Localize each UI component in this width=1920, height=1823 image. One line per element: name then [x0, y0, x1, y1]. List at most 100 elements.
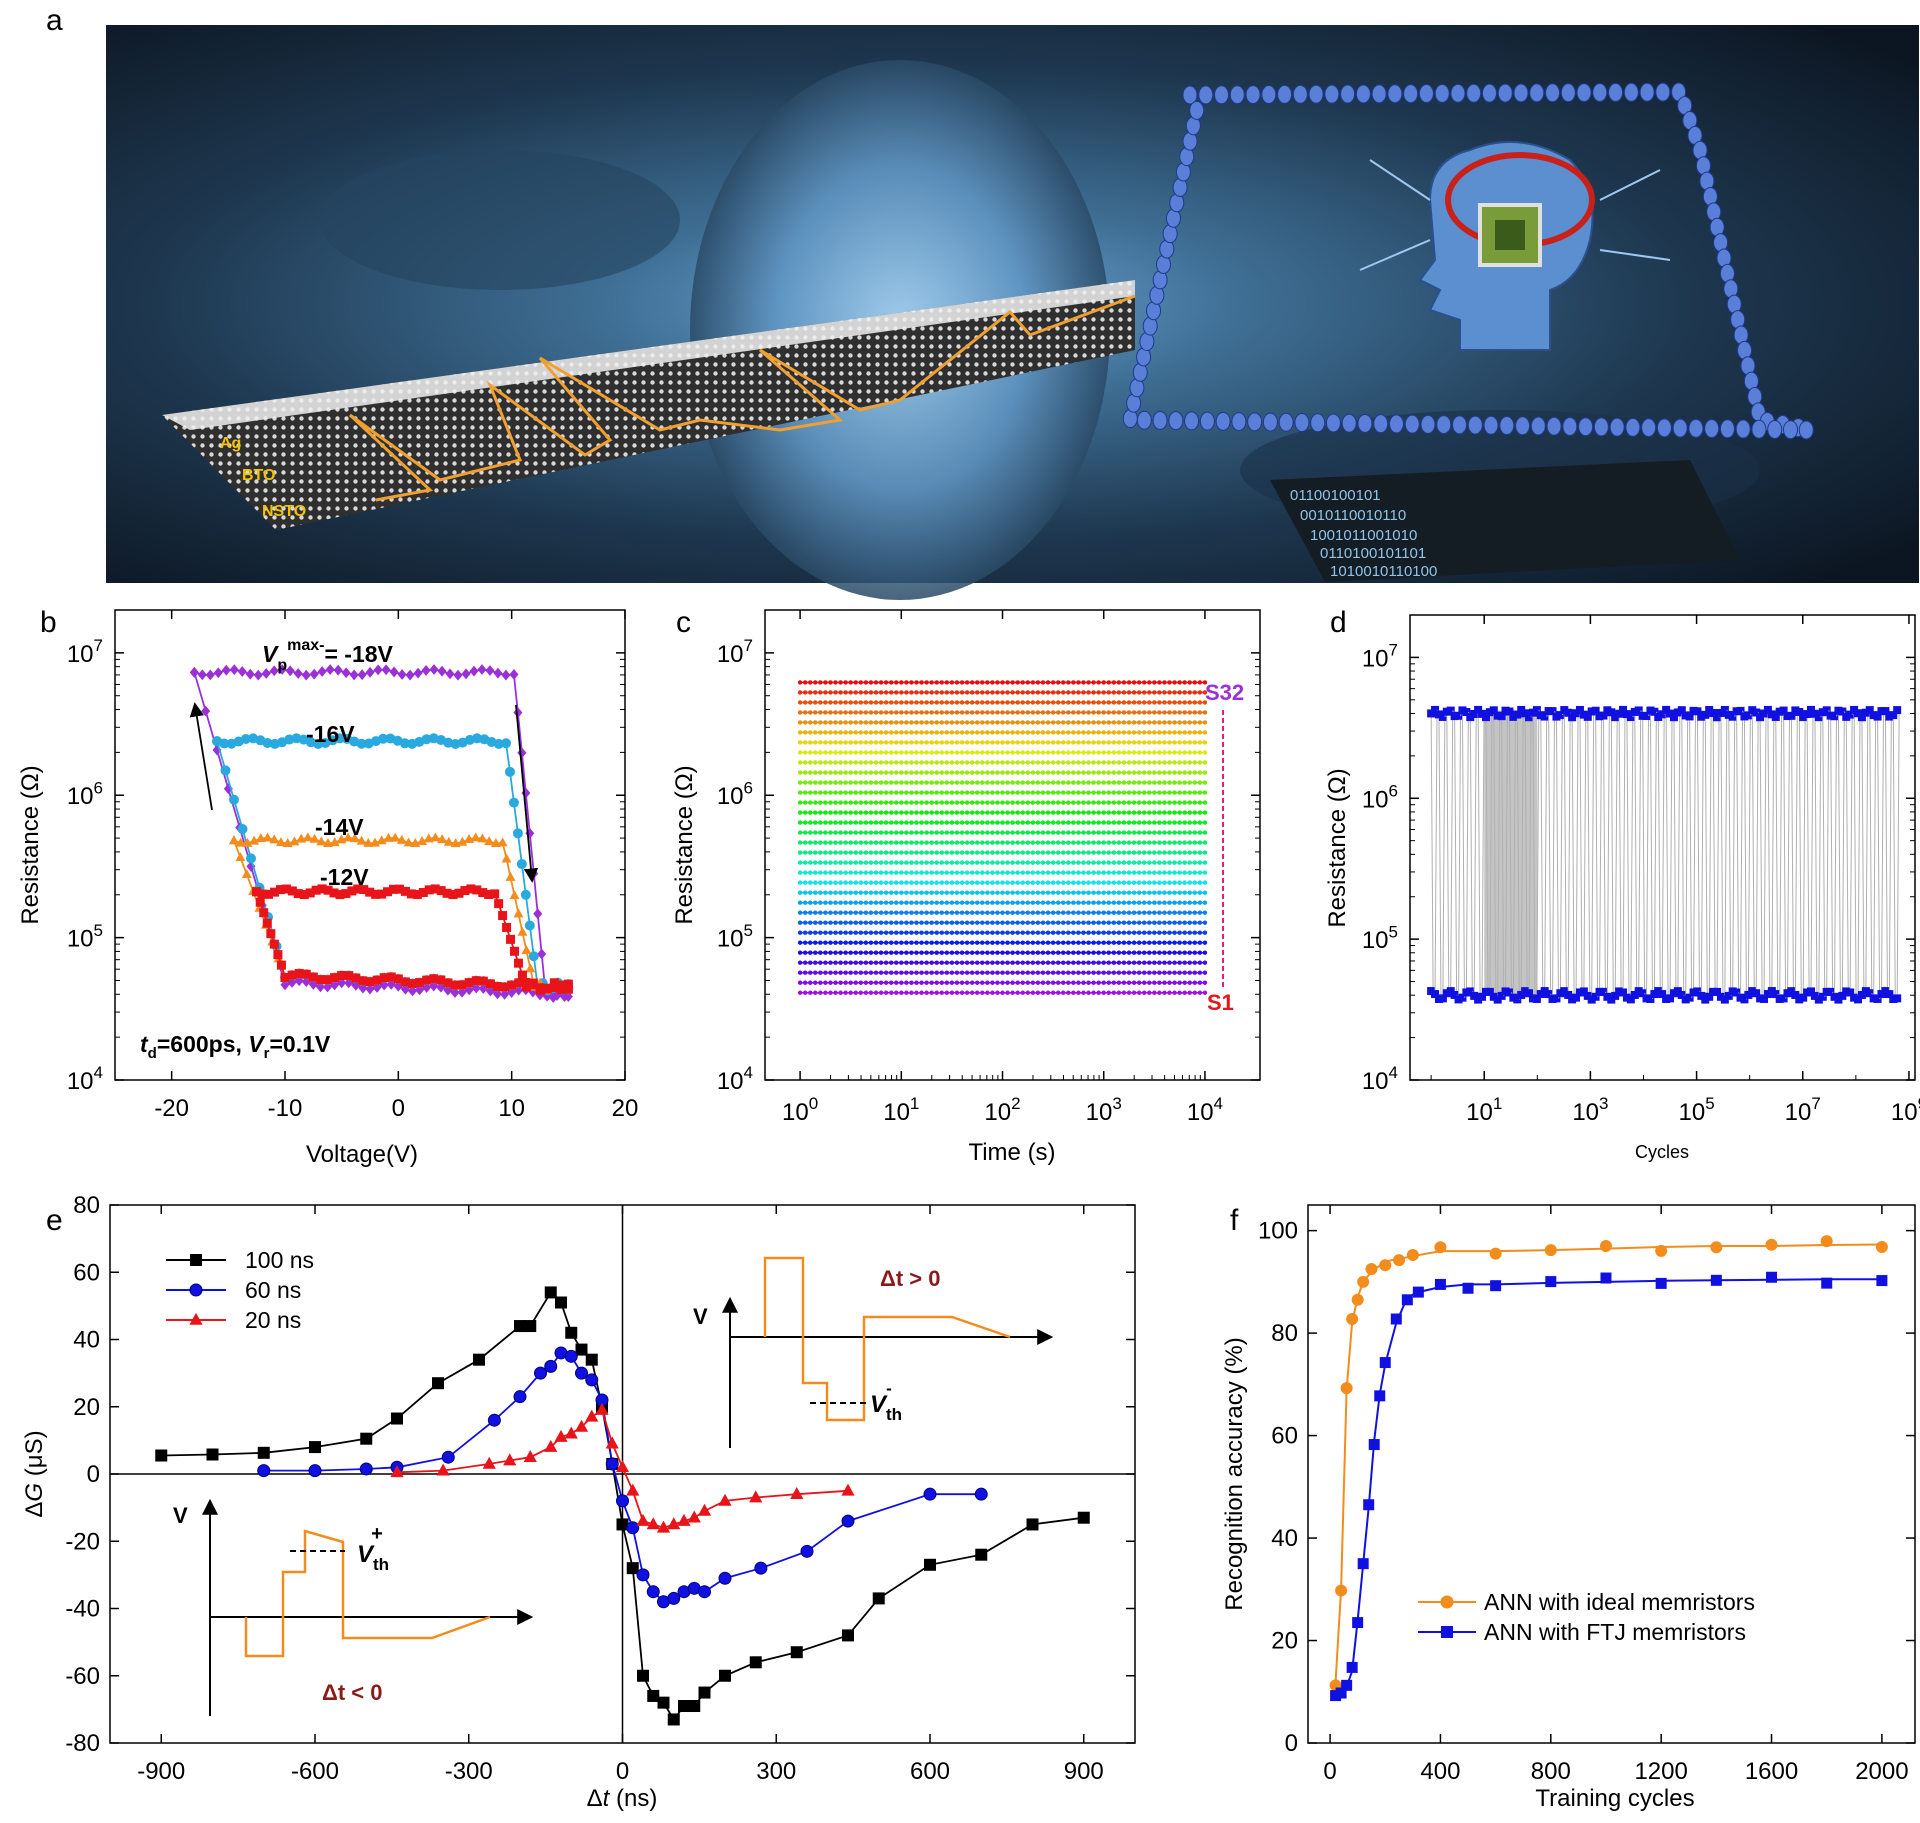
- data-point: [1091, 850, 1096, 855]
- data-point: [1202, 790, 1208, 795]
- data-point: [376, 835, 387, 845]
- data-point: [934, 780, 939, 785]
- switch-line: [1669, 713, 1673, 999]
- data-point: [813, 890, 818, 895]
- neuron-bead: [1168, 411, 1184, 431]
- data-point: [914, 740, 919, 745]
- data-point: [1131, 900, 1137, 905]
- data-point: [1187, 880, 1192, 885]
- data-point: [1142, 980, 1147, 985]
- data-point: [1045, 750, 1051, 755]
- data-point: [1167, 910, 1172, 915]
- data-point: [888, 750, 894, 755]
- neuron-bead: [1199, 411, 1215, 431]
- data-point: [1142, 990, 1147, 995]
- data-point: [883, 990, 889, 995]
- data-point: [1010, 850, 1015, 855]
- data-point: [985, 880, 990, 885]
- data-point: [904, 880, 909, 885]
- data-point: [1101, 950, 1106, 955]
- data-point: [868, 680, 874, 685]
- data-point: [1142, 910, 1147, 915]
- data-point: [1050, 800, 1056, 805]
- data-point: [1066, 950, 1071, 955]
- data-point-hrs: [1626, 713, 1635, 722]
- data-point: [1005, 780, 1010, 785]
- switch-line: [1559, 715, 1563, 994]
- data-point: [1152, 820, 1157, 825]
- tick-label-exponent: 7: [744, 636, 753, 655]
- switch-line: [1630, 717, 1634, 1000]
- data-point: [899, 850, 904, 855]
- data-point: [1121, 690, 1127, 695]
- data-point: [323, 975, 332, 985]
- tick-label-exponent: 0: [809, 1094, 818, 1113]
- data-point: [878, 950, 884, 955]
- binary-row: 1010010110100: [1330, 563, 1437, 580]
- data-point: [1390, 1313, 1402, 1325]
- data-point: [554, 1429, 568, 1442]
- data-point: [1187, 820, 1192, 825]
- data-point: [823, 880, 828, 885]
- data-point: [1040, 680, 1046, 685]
- data-point: [1101, 990, 1106, 995]
- data-point: [995, 920, 1000, 925]
- data-point: [1061, 830, 1066, 835]
- data-point: [888, 870, 894, 875]
- data-point: [813, 970, 818, 975]
- tick-label-base: 10: [1187, 1099, 1214, 1126]
- data-point: [403, 837, 414, 847]
- data-point: [934, 940, 939, 945]
- data-point-hrs: [1728, 712, 1737, 721]
- data-point: [909, 800, 914, 805]
- data-point: [513, 908, 524, 918]
- data-point: [863, 800, 869, 805]
- data-point: [990, 860, 995, 865]
- data-point: [808, 770, 813, 775]
- state-series: [797, 740, 1208, 745]
- data-point: [1101, 920, 1106, 925]
- tick-label: -10: [268, 1095, 303, 1122]
- data-point: [413, 667, 423, 679]
- data-point: [1055, 760, 1061, 765]
- data-point: [833, 730, 838, 735]
- data-point: [939, 920, 944, 925]
- data-point: [873, 740, 879, 745]
- data-point: [919, 960, 924, 965]
- data-point: [848, 770, 853, 775]
- tick-label-exponent: 4: [1214, 1094, 1223, 1113]
- data-point: [1182, 760, 1187, 765]
- data-point: [1116, 700, 1122, 705]
- data-point: [939, 680, 944, 685]
- data-point: [1121, 880, 1127, 885]
- tick-label: 100: [1258, 1218, 1298, 1245]
- data-point: [858, 820, 864, 825]
- data-point: [1015, 740, 1020, 745]
- state-series: [797, 710, 1208, 715]
- data-point: [1096, 850, 1101, 855]
- data-point: [1152, 870, 1157, 875]
- data-point: [823, 710, 828, 715]
- data-point: [1096, 690, 1101, 695]
- data-point: [471, 982, 481, 994]
- data-point: [1111, 820, 1117, 825]
- data-point: [1202, 690, 1208, 695]
- legend-label: 20 ns: [245, 1307, 301, 1333]
- data-point-hrs: [1881, 707, 1890, 716]
- data-point: [1010, 730, 1015, 735]
- data-point: [1030, 680, 1036, 685]
- data-point: [429, 974, 439, 984]
- data-point: [919, 740, 924, 745]
- data-point: [301, 669, 311, 681]
- tick-label: 104: [67, 1063, 103, 1095]
- data-point: [1066, 870, 1071, 875]
- data-point: [828, 970, 833, 975]
- data-point: [823, 950, 828, 955]
- data-point: [1040, 720, 1046, 725]
- tick-label-exponent: 6: [744, 778, 753, 797]
- data-point: [802, 830, 808, 835]
- data-point: [959, 720, 965, 725]
- data-point: [1177, 750, 1182, 755]
- data-point: [914, 840, 919, 845]
